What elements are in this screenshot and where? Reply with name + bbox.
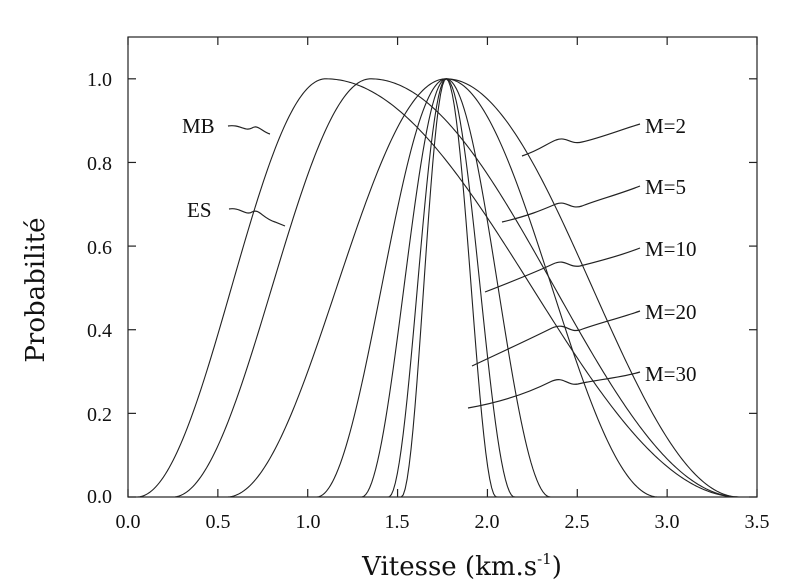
- label-m20: M=20: [645, 300, 697, 324]
- arrow-m5: [501, 185, 641, 223]
- y-tick-label: 0.2: [87, 404, 112, 426]
- label-m30: M=30: [645, 362, 697, 386]
- y-tick-labels: 0.0 0.2 0.4 0.6 0.8 1.0: [87, 69, 112, 508]
- y-axis-title: Probabilité: [21, 217, 51, 362]
- x-tick-label: 1.0: [296, 511, 321, 533]
- x-tick-label: 1.5: [385, 511, 410, 533]
- arrow-es: [228, 208, 286, 227]
- arrow-m20: [471, 310, 641, 367]
- x-tick-label: 3.0: [655, 511, 680, 533]
- x-tick-label: 0.0: [116, 511, 141, 533]
- y-tick-label: 0.0: [87, 486, 112, 508]
- label-m10: M=10: [645, 237, 697, 261]
- series-line-mb: [128, 78, 757, 498]
- x-tick-label: 2.0: [475, 511, 500, 533]
- series-curves: [128, 78, 757, 498]
- annotation-arrows: [227, 123, 641, 409]
- series-line-m10: [128, 78, 757, 498]
- arrow-m30: [467, 371, 641, 409]
- label-m2: M=2: [645, 114, 686, 138]
- series-line-m20: [128, 78, 757, 498]
- label-m5: M=5: [645, 175, 686, 199]
- x-tick-label: 2.5: [565, 511, 590, 533]
- x-tick-label: 0.5: [206, 511, 231, 533]
- axis-ticks: [127, 37, 758, 498]
- series-line-m5: [128, 78, 757, 498]
- y-tick-label: 0.8: [87, 153, 112, 175]
- arrow-m10: [484, 247, 641, 293]
- series-line-es: [128, 78, 757, 498]
- x-tick-label: 3.5: [745, 511, 770, 533]
- x-tick-labels: 0.0 0.5 1.0 1.5 2.0 2.5 3.0 3.5: [116, 511, 770, 533]
- y-tick-label: 0.6: [87, 237, 112, 259]
- plot-frame: [127, 36, 758, 498]
- label-es: ES: [187, 198, 212, 222]
- x-axis-title: Vitesse (km.s-1): [361, 550, 562, 582]
- series-line-m30: [128, 78, 757, 498]
- arrow-m2: [521, 123, 641, 157]
- label-mb: MB: [182, 114, 215, 138]
- arrow-mb: [227, 125, 271, 135]
- y-tick-label: 1.0: [87, 69, 112, 91]
- y-tick-label: 0.4: [87, 320, 112, 342]
- series-line-m2: [128, 78, 757, 498]
